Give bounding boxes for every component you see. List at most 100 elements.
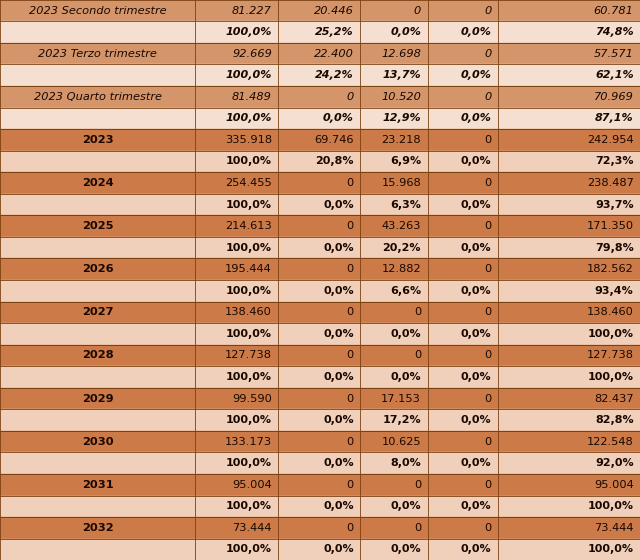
Text: 171.350: 171.350 (586, 221, 634, 231)
Text: 6,9%: 6,9% (390, 156, 421, 166)
Bar (0, 21, 640, 43)
Text: 0: 0 (484, 394, 492, 404)
Text: 2026: 2026 (82, 264, 113, 274)
Bar (0, 194, 640, 215)
Text: 2032: 2032 (82, 523, 113, 533)
Bar (0, 0, 640, 21)
Text: 2031: 2031 (82, 480, 113, 490)
Text: 100,0%: 100,0% (588, 544, 634, 554)
Text: 138.460: 138.460 (587, 307, 634, 318)
Text: 20.446: 20.446 (314, 6, 354, 16)
Text: 0,0%: 0,0% (461, 458, 492, 468)
Text: 100,0%: 100,0% (226, 458, 272, 468)
Text: 0,0%: 0,0% (323, 415, 354, 425)
Text: 100,0%: 100,0% (226, 286, 272, 296)
Text: 0,0%: 0,0% (323, 501, 354, 511)
Text: 43.263: 43.263 (381, 221, 421, 231)
Text: 0,0%: 0,0% (390, 372, 421, 382)
Text: 20,8%: 20,8% (316, 156, 354, 166)
Text: 100,0%: 100,0% (226, 242, 272, 253)
Text: 0: 0 (347, 394, 354, 404)
Text: 15.968: 15.968 (381, 178, 421, 188)
Text: 79,8%: 79,8% (595, 242, 634, 253)
Bar (0, 64, 640, 86)
Text: 100,0%: 100,0% (226, 113, 272, 123)
Text: 0: 0 (347, 178, 354, 188)
Text: 2025: 2025 (82, 221, 113, 231)
Text: 0,0%: 0,0% (390, 27, 421, 37)
Text: 60.781: 60.781 (594, 6, 634, 16)
Bar (0, 323, 640, 344)
Text: 57.571: 57.571 (594, 49, 634, 59)
Text: 0,0%: 0,0% (323, 458, 354, 468)
Text: 2024: 2024 (82, 178, 113, 188)
Text: 0: 0 (347, 437, 354, 447)
Text: 2028: 2028 (82, 351, 113, 361)
Text: 17.153: 17.153 (381, 394, 421, 404)
Bar (0, 280, 640, 301)
Text: 0,0%: 0,0% (461, 27, 492, 37)
Text: 100,0%: 100,0% (588, 501, 634, 511)
Bar (0, 258, 640, 280)
Text: 95.004: 95.004 (594, 480, 634, 490)
Text: 138.460: 138.460 (225, 307, 272, 318)
Text: 0,0%: 0,0% (461, 156, 492, 166)
Text: 82.437: 82.437 (594, 394, 634, 404)
Text: 0,0%: 0,0% (461, 415, 492, 425)
Text: 0: 0 (484, 307, 492, 318)
Text: 6,6%: 6,6% (390, 286, 421, 296)
Text: 100,0%: 100,0% (226, 415, 272, 425)
Text: 100,0%: 100,0% (588, 372, 634, 382)
Text: 100,0%: 100,0% (226, 70, 272, 80)
Bar (0, 388, 640, 409)
Bar (0, 539, 640, 560)
Text: 10.625: 10.625 (381, 437, 421, 447)
Text: 0,0%: 0,0% (323, 199, 354, 209)
Text: 73.444: 73.444 (594, 523, 634, 533)
Text: 0: 0 (484, 221, 492, 231)
Text: 87,1%: 87,1% (595, 113, 634, 123)
Text: 238.487: 238.487 (587, 178, 634, 188)
Text: 214.613: 214.613 (225, 221, 272, 231)
Text: 23.218: 23.218 (381, 135, 421, 145)
Text: 122.548: 122.548 (587, 437, 634, 447)
Text: 69.746: 69.746 (314, 135, 354, 145)
Text: 2023 Quarto trimestre: 2023 Quarto trimestre (33, 92, 161, 102)
Text: 92.669: 92.669 (232, 49, 272, 59)
Text: 242.954: 242.954 (587, 135, 634, 145)
Text: 0: 0 (347, 351, 354, 361)
Text: 22.400: 22.400 (314, 49, 354, 59)
Text: 17,2%: 17,2% (383, 415, 421, 425)
Text: 62,1%: 62,1% (595, 70, 634, 80)
Text: 0,0%: 0,0% (323, 544, 354, 554)
Text: 0,0%: 0,0% (390, 501, 421, 511)
Text: 2023 Secondo trimestre: 2023 Secondo trimestre (29, 6, 166, 16)
Text: 2027: 2027 (82, 307, 113, 318)
Text: 254.455: 254.455 (225, 178, 272, 188)
Text: 100,0%: 100,0% (226, 544, 272, 554)
Text: 73.444: 73.444 (232, 523, 272, 533)
Bar (0, 301, 640, 323)
Text: 10.520: 10.520 (381, 92, 421, 102)
Text: 100,0%: 100,0% (226, 199, 272, 209)
Text: 93,4%: 93,4% (595, 286, 634, 296)
Text: 2029: 2029 (82, 394, 113, 404)
Text: 24,2%: 24,2% (316, 70, 354, 80)
Text: 0,0%: 0,0% (461, 501, 492, 511)
Bar (0, 517, 640, 539)
Text: 0,0%: 0,0% (461, 199, 492, 209)
Text: 0,0%: 0,0% (390, 329, 421, 339)
Text: 0,0%: 0,0% (323, 113, 354, 123)
Text: 127.738: 127.738 (587, 351, 634, 361)
Text: 0: 0 (347, 480, 354, 490)
Text: 0,0%: 0,0% (461, 70, 492, 80)
Text: 0: 0 (347, 307, 354, 318)
Text: 0,0%: 0,0% (323, 242, 354, 253)
Text: 0: 0 (347, 221, 354, 231)
Text: 0: 0 (484, 135, 492, 145)
Text: 0,0%: 0,0% (461, 242, 492, 253)
Text: 0: 0 (484, 264, 492, 274)
Text: 0,0%: 0,0% (323, 329, 354, 339)
Bar (0, 86, 640, 108)
Text: 12.698: 12.698 (381, 49, 421, 59)
